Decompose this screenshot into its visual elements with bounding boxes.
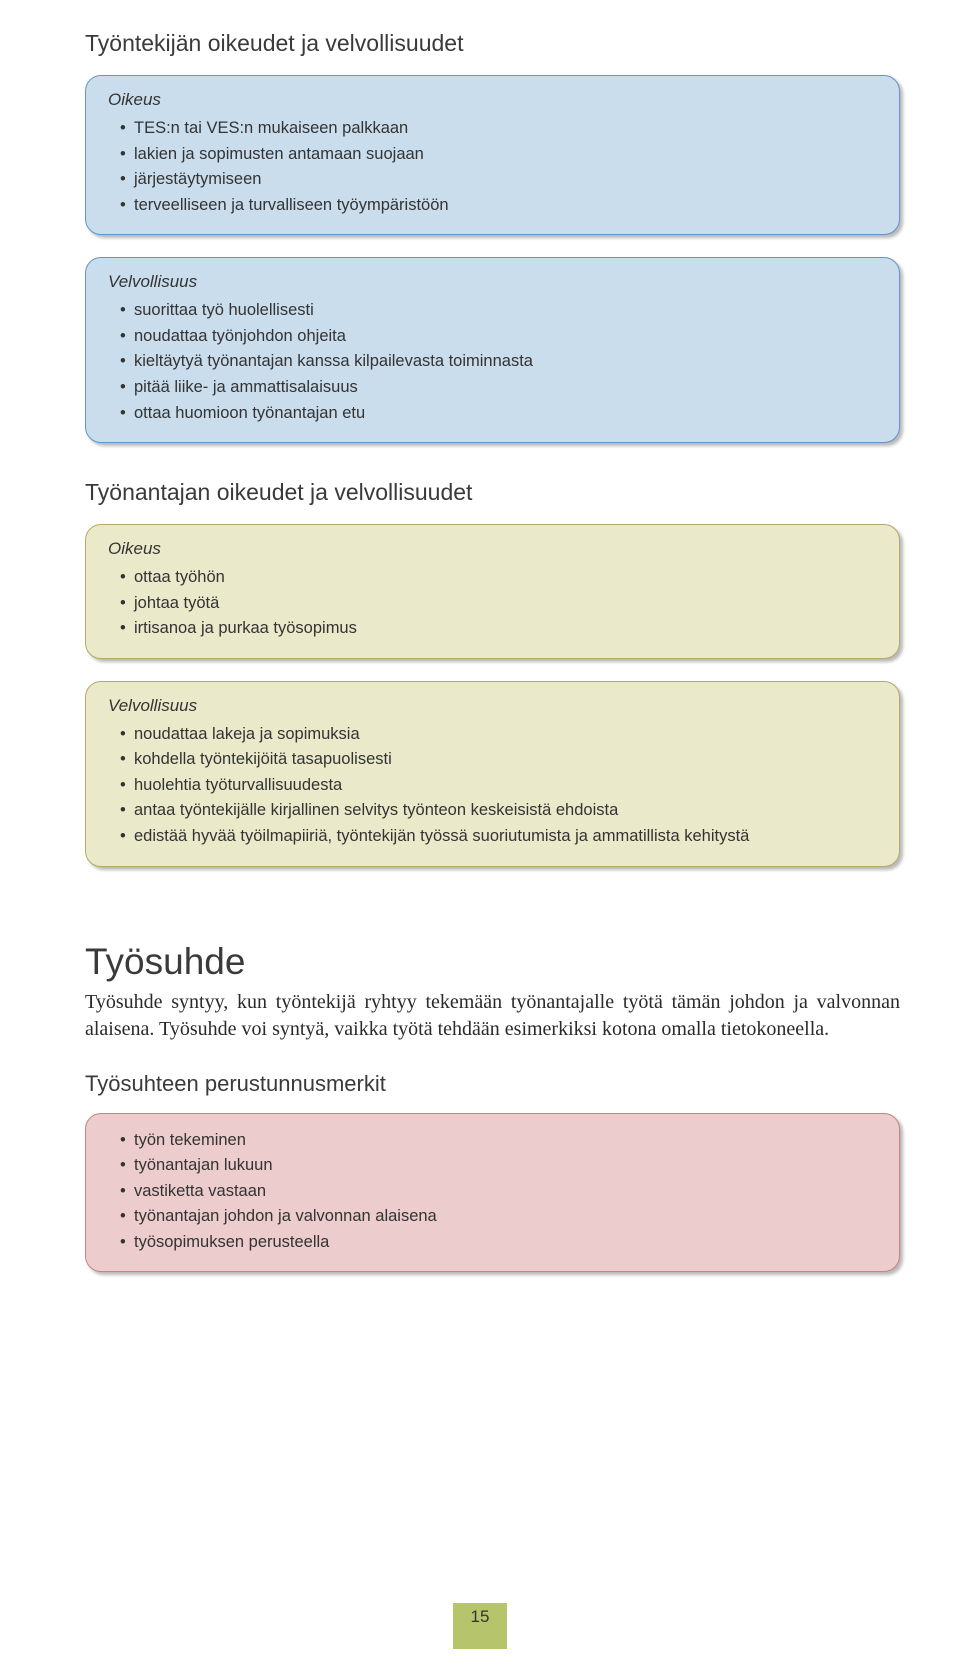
card-heading: Oikeus: [108, 90, 877, 110]
list-employer-duties: noudattaa lakeja ja sopimuksia kohdella …: [108, 722, 877, 850]
card-employer-rights: Oikeus ottaa työhön johtaa työtä irtisan…: [85, 524, 900, 659]
section3-subheading: Työsuhteen perustunnusmerkit: [85, 1071, 900, 1097]
list-item: antaa työntekijälle kirjallinen selvitys…: [120, 798, 877, 824]
list-item: huolehtia työturvallisuudesta: [120, 773, 877, 799]
card-employer-duties: Velvollisuus noudattaa lakeja ja sopimuk…: [85, 681, 900, 867]
page-number: 15: [471, 1607, 490, 1627]
list-item: TES:n tai VES:n mukaiseen palkkaan: [120, 116, 877, 142]
list-employee-rights: TES:n tai VES:n mukaiseen palkkaan lakie…: [108, 116, 877, 218]
list-item: kieltäytyä työnantajan kanssa kilpaileva…: [120, 349, 877, 375]
list-item: työsopimuksen perusteella: [120, 1230, 877, 1256]
section3-title: Työsuhde: [85, 941, 900, 983]
card-employee-duties: Velvollisuus suorittaa työ huolellisesti…: [85, 257, 900, 443]
list-item: järjestäytymiseen: [120, 167, 877, 193]
list-employee-duties: suorittaa työ huolellisesti noudattaa ty…: [108, 298, 877, 426]
list-employment-criteria: työn tekeminen työnantajan lukuun vastik…: [108, 1128, 877, 1256]
list-item: työnantajan lukuun: [120, 1153, 877, 1179]
list-item: irtisanoa ja purkaa työsopimus: [120, 616, 877, 642]
section2-title: Työnantajan oikeudet ja velvollisuudet: [85, 479, 900, 506]
list-item: työnantajan johdon ja valvonnan alaisena: [120, 1204, 877, 1230]
list-item: kohdella työntekijöitä tasapuolisesti: [120, 747, 877, 773]
list-item: ottaa työhön: [120, 565, 877, 591]
list-employer-rights: ottaa työhön johtaa työtä irtisanoa ja p…: [108, 565, 877, 642]
list-item: vastiketta vastaan: [120, 1179, 877, 1205]
list-item: terveelliseen ja turvalliseen työympäris…: [120, 193, 877, 219]
list-item: suorittaa työ huolellisesti: [120, 298, 877, 324]
list-item: noudattaa työnjohdon ohjeita: [120, 324, 877, 350]
section3-body: Työsuhde syntyy, kun työntekijä ryhtyy t…: [85, 989, 900, 1043]
card-heading: Velvollisuus: [108, 272, 877, 292]
card-employment-criteria: työn tekeminen työnantajan lukuun vastik…: [85, 1113, 900, 1273]
list-item: edistää hyvää työilmapiiriä, työntekijän…: [120, 824, 877, 850]
section1-title: Työntekijän oikeudet ja velvollisuudet: [85, 30, 900, 57]
list-item: lakien ja sopimusten antamaan suojaan: [120, 142, 877, 168]
page-number-box: 15: [453, 1603, 507, 1649]
list-item: ottaa huomioon työnantajan etu: [120, 401, 877, 427]
card-heading: Oikeus: [108, 539, 877, 559]
card-employee-rights: Oikeus TES:n tai VES:n mukaiseen palkkaa…: [85, 75, 900, 235]
list-item: työn tekeminen: [120, 1128, 877, 1154]
list-item: pitää liike- ja ammattisalaisuus: [120, 375, 877, 401]
list-item: johtaa työtä: [120, 591, 877, 617]
list-item: noudattaa lakeja ja sopimuksia: [120, 722, 877, 748]
card-heading: Velvollisuus: [108, 696, 877, 716]
